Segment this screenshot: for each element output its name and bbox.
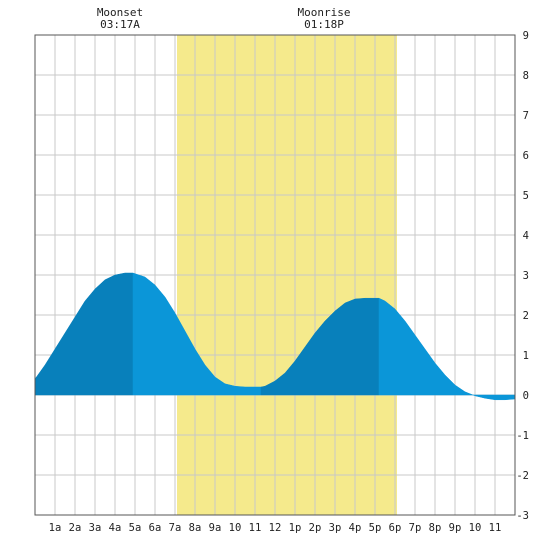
x-tick-label: 3p xyxy=(329,522,342,534)
y-tick-label: -3 xyxy=(516,510,529,522)
y-tick-label: 3 xyxy=(523,270,529,282)
plot-frame xyxy=(34,34,516,516)
x-tick-label: 1p xyxy=(289,522,302,534)
tide-rising-area xyxy=(34,272,134,396)
y-tick-label: 6 xyxy=(523,150,529,162)
tide-area-layer xyxy=(34,272,516,401)
y-tick-label: 9 xyxy=(523,30,529,42)
x-tick-labels: 1a 2a 3a 4a 5a 6a 7a 8a 9a 10 11 12 1p 2p 3p 4p 5p 6p 7p 8p… xyxy=(49,522,502,534)
x-tick-label: 7p xyxy=(409,522,422,534)
x-tick-label: 10 xyxy=(469,522,482,534)
moonrise-label: Moonrise xyxy=(298,6,351,19)
grid-layer xyxy=(35,35,515,515)
y-tick-label: -2 xyxy=(516,470,529,482)
y-tick-label: 0 xyxy=(523,390,529,402)
tide-falling-area xyxy=(378,297,516,401)
y-tick-label: 1 xyxy=(523,350,529,362)
x-tick-label: 5p xyxy=(369,522,382,534)
y-tick-label: 4 xyxy=(523,230,529,242)
moonset-time: 03:17A xyxy=(100,18,140,31)
y-tick-labels: -3 -2 -1 0 1 2 3 4 5 6 7 8 9 xyxy=(516,30,529,522)
x-tick-label: 2a xyxy=(69,522,82,534)
x-tick-label: 2p xyxy=(309,522,322,534)
y-tick-label: -1 xyxy=(516,430,529,442)
x-tick-label: 7a xyxy=(169,522,182,534)
tide-falling-area xyxy=(132,272,262,396)
moonrise-annotation: Moonrise 01:18P xyxy=(298,6,351,31)
x-tick-label: 4a xyxy=(109,522,122,534)
x-tick-label: 6a xyxy=(149,522,162,534)
x-tick-label: 1a xyxy=(49,522,62,534)
x-tick-label: 11 xyxy=(249,522,262,534)
x-tick-label: 12 xyxy=(269,522,282,534)
x-tick-label: 9a xyxy=(209,522,222,534)
moonset-label: Moonset xyxy=(97,6,143,19)
y-tick-label: 7 xyxy=(523,110,529,122)
y-tick-label: 5 xyxy=(523,190,529,202)
y-tick-label: 8 xyxy=(523,70,529,82)
x-tick-label: 10 xyxy=(229,522,242,534)
x-tick-label: 5a xyxy=(129,522,142,534)
x-tick-label: 11 xyxy=(489,522,502,534)
x-tick-label: 6p xyxy=(389,522,402,534)
x-tick-label: 4p xyxy=(349,522,362,534)
x-tick-label: 8a xyxy=(189,522,202,534)
x-tick-label: 8p xyxy=(429,522,442,534)
tide-rising-area xyxy=(260,297,380,396)
y-tick-label: 2 xyxy=(523,310,529,322)
moonset-annotation: Moonset 03:17A xyxy=(97,6,143,31)
x-tick-label: 3a xyxy=(89,522,102,534)
x-tick-label: 9p xyxy=(449,522,462,534)
moonrise-time: 01:18P xyxy=(304,18,344,31)
